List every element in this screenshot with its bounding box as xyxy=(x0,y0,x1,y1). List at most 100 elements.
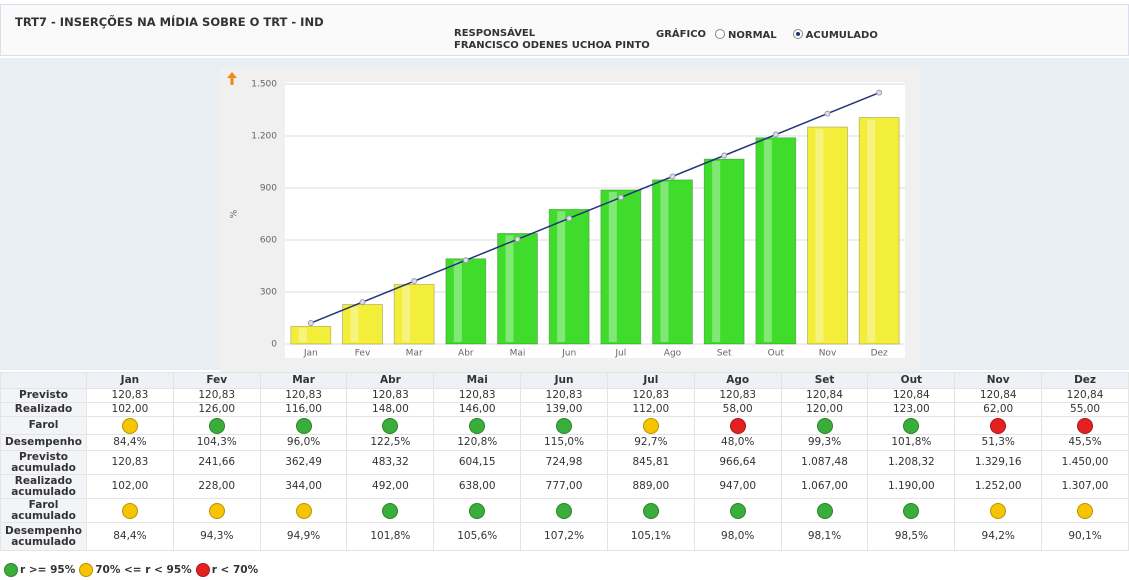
x-tick-label: Out xyxy=(768,349,785,359)
mode-text: ACUMULADO xyxy=(805,30,878,41)
line-point xyxy=(359,299,366,306)
cell: 92,7% xyxy=(606,434,695,451)
x-tick-label: Mar xyxy=(406,349,423,359)
cell: 120,84 xyxy=(780,388,869,403)
cell: 120,83 xyxy=(259,388,348,403)
mode-options: NORMAL ACUMULADO xyxy=(715,29,878,41)
cell: 98,5% xyxy=(867,522,956,551)
cell: 51,3% xyxy=(954,434,1043,451)
cell: 84,4% xyxy=(86,434,174,451)
cell: 120,83 xyxy=(346,388,435,403)
status-light xyxy=(382,502,399,519)
responsible-label: RESPONSÁVEL xyxy=(454,28,536,39)
light-cell xyxy=(606,498,695,523)
status-light xyxy=(816,417,833,434)
legend-item: r < 70% xyxy=(195,563,259,577)
light-cell xyxy=(86,498,174,523)
cell: 105,6% xyxy=(433,522,522,551)
cell: 483,32 xyxy=(346,450,435,475)
radio xyxy=(715,29,725,39)
month-header: Mar xyxy=(259,372,348,389)
cell: 104,3% xyxy=(172,434,261,451)
cell: 638,00 xyxy=(433,474,522,499)
line-point xyxy=(824,110,831,117)
cell: 120,83 xyxy=(433,388,522,403)
cell: 55,00 xyxy=(1041,402,1129,417)
light-cell xyxy=(954,416,1043,435)
legend-swatch xyxy=(4,563,18,577)
cell: 889,00 xyxy=(606,474,695,499)
cell: 84,4% xyxy=(86,522,174,551)
light-cell xyxy=(693,416,782,435)
arrow-icon[interactable] xyxy=(227,72,237,85)
x-tick-label: Jul xyxy=(614,349,626,359)
status-light xyxy=(816,502,833,519)
legend-label: r < 70% xyxy=(211,564,259,576)
status-light xyxy=(469,417,486,434)
x-tick-label: Fev xyxy=(355,349,371,359)
cell: 120,84 xyxy=(1041,388,1129,403)
status-light xyxy=(1077,502,1094,519)
month-header: Abr xyxy=(346,372,435,389)
x-tick-label: Nov xyxy=(819,349,837,359)
row-label: Desempenho xyxy=(0,434,87,451)
bar xyxy=(393,283,435,345)
bar-highlight xyxy=(402,286,411,342)
cell: 1.450,00 xyxy=(1041,450,1129,475)
line-point xyxy=(876,89,883,96)
bar xyxy=(703,158,745,345)
cell: 122,5% xyxy=(346,434,435,451)
light-cell xyxy=(86,416,174,435)
cell: 126,00 xyxy=(172,402,261,417)
month-header: Nov xyxy=(954,372,1043,389)
status-light xyxy=(469,502,486,519)
cell: 107,2% xyxy=(520,522,608,551)
mode-label: GRÁFICO xyxy=(656,29,707,40)
cell: 115,0% xyxy=(520,434,608,451)
y-axis-label: % xyxy=(230,209,240,218)
light-cell xyxy=(780,498,869,523)
status-light xyxy=(1077,417,1094,434)
mode-option[interactable]: NORMAL xyxy=(715,29,777,41)
light-cell xyxy=(259,498,348,523)
row-label: Farol xyxy=(0,416,87,435)
cell: 228,00 xyxy=(172,474,261,499)
cell: 1.087,48 xyxy=(780,450,869,475)
line-point xyxy=(669,173,676,180)
cell: 947,00 xyxy=(693,474,782,499)
mode-option[interactable]: ACUMULADO xyxy=(792,29,878,41)
legend-item: 70% <= r < 95% xyxy=(79,563,192,577)
cell: 120,83 xyxy=(693,388,782,403)
cell: 62,00 xyxy=(954,402,1043,417)
light-cell xyxy=(346,498,435,523)
cell: 1.067,00 xyxy=(780,474,869,499)
cell: 94,2% xyxy=(954,522,1043,551)
bar xyxy=(290,325,332,345)
header: TRT7 - INSERÇÕES NA MÍDIA SOBRE O TRT - … xyxy=(0,4,1129,56)
bar xyxy=(548,208,590,345)
y-tick-label: 0 xyxy=(271,340,277,350)
status-light xyxy=(729,417,746,434)
bar xyxy=(652,179,693,345)
x-tick-label: Mai xyxy=(510,349,526,359)
row-label: Realizado acumulado xyxy=(0,474,87,499)
month-header: Jul xyxy=(606,372,695,389)
line-point xyxy=(462,257,469,264)
light-cell xyxy=(259,416,348,435)
header-row: Jan Fev Mar Abr Mai Jun Jul Ago Set Out Nov Dez xyxy=(0,372,1129,389)
light-cell xyxy=(172,498,261,523)
cell: 94,3% xyxy=(172,522,261,551)
table-row: Previsto acumulado 120,83 241,66 362,49 483,… xyxy=(0,450,1129,475)
cell: 1.208,32 xyxy=(867,450,956,475)
cell: 139,00 xyxy=(520,402,608,417)
responsible-name: FRANCISCO ODENES UCHOA PINTO xyxy=(454,40,650,51)
bar xyxy=(807,126,848,345)
x-tick-label: Abr xyxy=(458,349,474,359)
cell: 45,5% xyxy=(1041,434,1129,451)
bar-highlight xyxy=(763,139,772,342)
bar-highlight xyxy=(815,128,824,342)
cell: 966,64 xyxy=(693,450,782,475)
cell: 98,1% xyxy=(780,522,869,551)
light-cell xyxy=(780,416,869,435)
